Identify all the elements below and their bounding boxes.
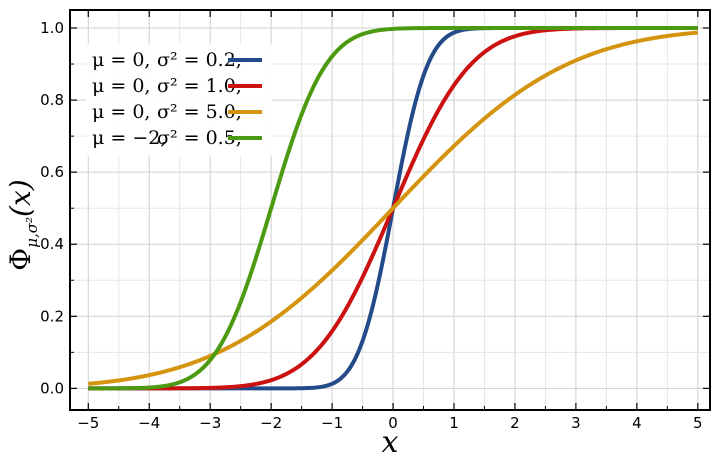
series-lines	[87, 26, 699, 391]
x-tick-label: 1	[449, 414, 459, 432]
y-tick-label: 0.2	[40, 307, 64, 325]
legend-mu-label: μ = 0,	[92, 49, 150, 71]
x-axis-title: x	[382, 425, 399, 460]
series-line-4	[87, 26, 699, 391]
x-tick-label: 4	[632, 414, 642, 432]
legend-mu-label: μ = 0,	[92, 75, 150, 97]
x-tick-label: −3	[199, 414, 221, 432]
legend-mu-label: μ = 0,	[92, 101, 150, 123]
x-tick-label: 0	[388, 414, 398, 432]
x-tick-label: 2	[510, 414, 520, 432]
y-axis-title: Φμ,σ²(x)	[4, 179, 41, 270]
legend-mu-label: μ = −2,	[92, 127, 166, 149]
x-tick-label: −5	[77, 414, 99, 432]
y-tick-label: 0.0	[40, 379, 64, 397]
y-axis-title-subscript: μ,σ²	[23, 217, 41, 248]
legend-sigma-label: σ² = 0.2,	[157, 49, 242, 71]
ticks: −5 −4 −3 −2 −1 0 1 2 3 4 5 0.0 0.2 0.4 0.6 0.8 1.0	[40, 10, 710, 432]
series-line-3	[87, 30, 699, 386]
legend-sigma-label: σ² = 0.5,	[157, 127, 242, 149]
y-tick-label: 0.6	[40, 163, 64, 181]
plot-frame	[69, 9, 711, 411]
x-tick-label: −4	[138, 414, 160, 432]
legend: μ = 0, σ² = 0.2, μ = 0, σ² = 1.0, μ = 0, σ² =…	[86, 44, 272, 156]
y-tick-label: 1.0	[40, 19, 64, 37]
svg-text:Φμ,σ²(x): Φμ,σ²(x)	[4, 179, 41, 270]
x-tick-label: −2	[260, 414, 282, 432]
x-tick-label: 3	[571, 414, 581, 432]
x-tick-label: 5	[693, 414, 703, 432]
y-axis-title-main: Φ	[4, 248, 37, 271]
legend-sigma-label: σ² = 1.0,	[157, 75, 242, 97]
y-tick-label: 0.4	[40, 235, 64, 253]
legend-sigma-label: σ² = 5.0,	[157, 101, 242, 123]
y-tick-label: 0.8	[40, 91, 64, 109]
x-tick-label: −1	[321, 414, 343, 432]
y-axis-title-arg: (x)	[4, 179, 37, 217]
